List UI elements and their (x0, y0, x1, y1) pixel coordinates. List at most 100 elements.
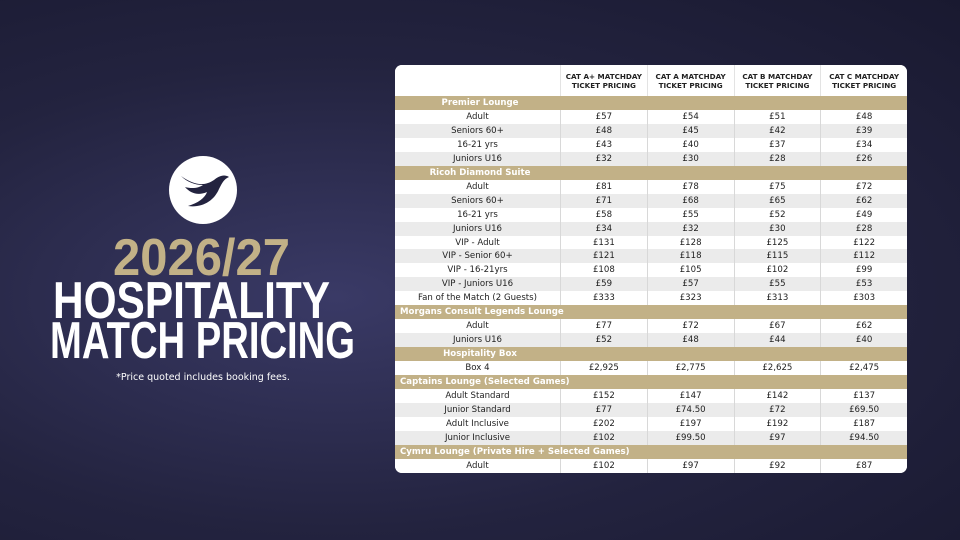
section-name: Premier Lounge (441, 97, 519, 108)
price-cell: £303 (820, 291, 907, 306)
price-row: VIP - Adult £131 £128 £125 £122 (395, 235, 907, 250)
price-cell: £28 (733, 151, 821, 166)
row-label: Adult Standard (445, 390, 510, 401)
price-cell: £57 (646, 277, 734, 292)
title-line: MATCH PRICING (50, 312, 355, 370)
price-cell: £97 (733, 430, 821, 445)
footnote: *Price quoted includes booking fees. (116, 372, 290, 383)
section-name: Hospitality Box (443, 349, 517, 360)
price-cell: £30 (733, 221, 821, 236)
price-cell: £2,475 (820, 361, 907, 376)
price-cell: £52 (560, 333, 647, 348)
price-cell: £108 (560, 263, 647, 278)
row-label: VIP - 16-21yrs (447, 265, 508, 276)
section-row: Ricoh Diamond Suite (395, 165, 907, 180)
row-label: Seniors 60+ (451, 195, 504, 206)
header-cell: CAT A+ MATCHDAY TICKET PRICING (560, 65, 647, 96)
price-cell: £54 (646, 109, 734, 124)
price-cell: £94.50 (820, 430, 907, 445)
price-row: Adult £102 £97 £92 £87 (395, 458, 907, 473)
price-cell: £142 (733, 389, 821, 403)
section-row: Cymru Lounge (Private Hire + Selected Ga… (395, 444, 907, 459)
header-text: CAT C MATCHDAY (829, 71, 900, 81)
section-name: Morgans Consult Legends Lounge (400, 307, 564, 318)
price-cell: £87 (820, 458, 907, 473)
price-cell: £40 (820, 333, 907, 348)
title-year: 2026/27 (113, 229, 290, 287)
price-row: VIP - 16-21yrs £108 £105 £102 £99 (395, 263, 907, 278)
price-cell: £55 (733, 277, 821, 292)
price-cell: £197 (646, 416, 734, 431)
row-label: Juniors U16 (452, 153, 503, 164)
section-name: Ricoh Diamond Suite (429, 167, 531, 178)
price-cell: £65 (733, 193, 821, 208)
header-cell: CAT A MATCHDAY TICKET PRICING (646, 65, 734, 96)
price-cell: £34 (560, 221, 647, 236)
price-cell: £43 (560, 137, 647, 152)
price-cell: £48 (820, 109, 907, 124)
price-row: Juniors U16 £52 £48 £44 £40 (395, 333, 907, 348)
row-label: VIP - Adult (455, 237, 500, 248)
price-row: Adult Inclusive £202 £197 £192 £187 (395, 416, 907, 431)
section-name: Cymru Lounge (Private Hire + Selected Ga… (400, 446, 630, 457)
price-cell: £48 (560, 123, 647, 138)
price-cell: £152 (560, 389, 647, 403)
price-cell: £32 (646, 221, 734, 236)
price-cell: £53 (820, 277, 907, 292)
price-cell: £55 (646, 207, 734, 222)
price-cell: £115 (733, 249, 821, 264)
price-row: Junior Standard £77 £74.50 £72 £69.50 (395, 402, 907, 417)
row-label: VIP - Senior 60+ (442, 251, 513, 262)
price-row: VIP - Juniors U16 £59 £57 £55 £53 (395, 277, 907, 292)
row-label: Juniors U16 (452, 223, 503, 234)
header-text: TICKET PRICING (745, 80, 810, 90)
price-cell: £72 (733, 402, 821, 417)
price-cell: £72 (820, 179, 907, 194)
header-row: CAT A+ MATCHDAY TICKET PRICING CAT A MATCH… (395, 65, 907, 96)
price-cell: £28 (820, 221, 907, 236)
header-text: TICKET PRICING (571, 80, 636, 90)
section-row: Premier Lounge (395, 96, 907, 110)
price-cell: £2,925 (560, 361, 647, 376)
price-cell: £77 (560, 402, 647, 417)
price-cell: £137 (820, 389, 907, 403)
price-cell: £97 (646, 458, 734, 473)
row-label: Seniors 60+ (451, 125, 504, 136)
price-cell: £202 (560, 416, 647, 431)
price-cell: £77 (560, 319, 647, 334)
price-cell: £112 (820, 249, 907, 264)
price-cell: £49 (820, 207, 907, 222)
header-cell: CAT B MATCHDAY TICKET PRICING (733, 65, 821, 96)
header-cell: CAT C MATCHDAY TICKET PRICING (820, 65, 907, 96)
price-cell: £48 (646, 333, 734, 348)
price-cell: £57 (560, 109, 647, 124)
price-cell: £187 (820, 416, 907, 431)
price-table: CAT A+ MATCHDAY TICKET PRICING CAT A MATCH… (395, 65, 907, 473)
price-cell: £32 (560, 151, 647, 166)
row-label: 16-21 yrs (457, 209, 498, 220)
row-label: Adult (466, 460, 489, 471)
price-cell: £105 (646, 263, 734, 278)
price-row: Adult Standard £152 £147 £142 £137 (395, 389, 907, 403)
row-label: Junior Inclusive (444, 432, 511, 443)
row-label: Juniors U16 (452, 335, 503, 346)
logo-bird (181, 175, 229, 207)
price-cell: £34 (820, 137, 907, 152)
title-panel: 2026/27 HOSPITALITY MATCH PRICING *Price… (50, 156, 355, 383)
price-cell: £192 (733, 416, 821, 431)
row-label: Adult Inclusive (446, 418, 509, 429)
price-cell: £67 (733, 319, 821, 334)
price-cell: £71 (560, 193, 647, 208)
price-row: 16-21 yrs £43 £40 £37 £34 (395, 137, 907, 152)
price-cell: £44 (733, 333, 821, 348)
price-cell: £69.50 (820, 402, 907, 417)
price-cell: £62 (820, 193, 907, 208)
row-label: 16-21 yrs (457, 139, 498, 150)
header-text: CAT A+ MATCHDAY (565, 71, 642, 81)
title-line: HOSPITALITY (53, 272, 330, 330)
price-cell: £102 (560, 458, 647, 473)
price-cell: £122 (820, 235, 907, 250)
price-cell: £72 (646, 319, 734, 334)
price-cell: £59 (560, 277, 647, 292)
price-cell: £51 (733, 109, 821, 124)
